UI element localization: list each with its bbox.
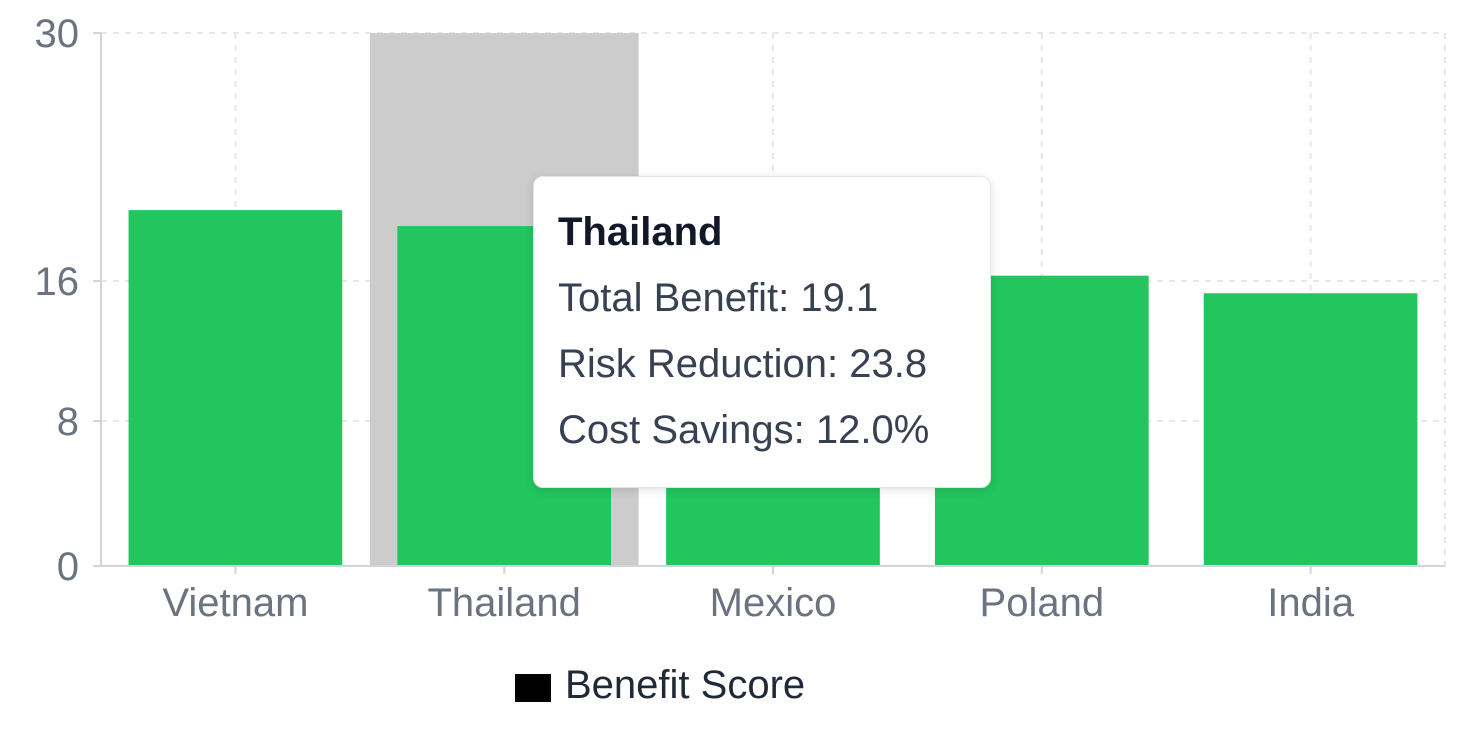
y-axis-ticks: 0 8 16 30 xyxy=(35,12,101,589)
x-tick-label-mexico: Mexico xyxy=(710,581,837,625)
legend-label-benefit-score: Benefit Score xyxy=(565,663,805,707)
y-tick-label: 0 xyxy=(57,545,79,589)
bar-india[interactable] xyxy=(1203,293,1418,566)
x-tick-label-thailand: Thailand xyxy=(427,581,580,625)
x-tick-label-india: India xyxy=(1267,581,1354,625)
tooltip: Thailand Total Benefit: 19.1 Risk Reduct… xyxy=(533,176,991,488)
x-tick-label-vietnam: Vietnam xyxy=(162,581,308,625)
tooltip-total-benefit: Total Benefit: 19.1 xyxy=(558,276,879,320)
legend-swatch xyxy=(515,674,551,702)
legend[interactable]: Benefit Score xyxy=(515,663,805,707)
bar-vietnam[interactable] xyxy=(128,210,343,566)
y-tick-label: 30 xyxy=(35,12,80,56)
y-tick-label: 16 xyxy=(35,260,80,304)
tooltip-title: Thailand xyxy=(558,210,723,254)
tooltip-cost-savings: Cost Savings: 12.0% xyxy=(558,408,930,452)
x-tick-label-poland: Poland xyxy=(980,581,1105,625)
y-tick-label: 8 xyxy=(57,400,79,444)
x-axis-ticks: Vietnam Thailand Mexico Poland India xyxy=(162,566,1355,625)
tooltip-risk-reduction: Risk Reduction: 23.8 xyxy=(558,342,928,386)
